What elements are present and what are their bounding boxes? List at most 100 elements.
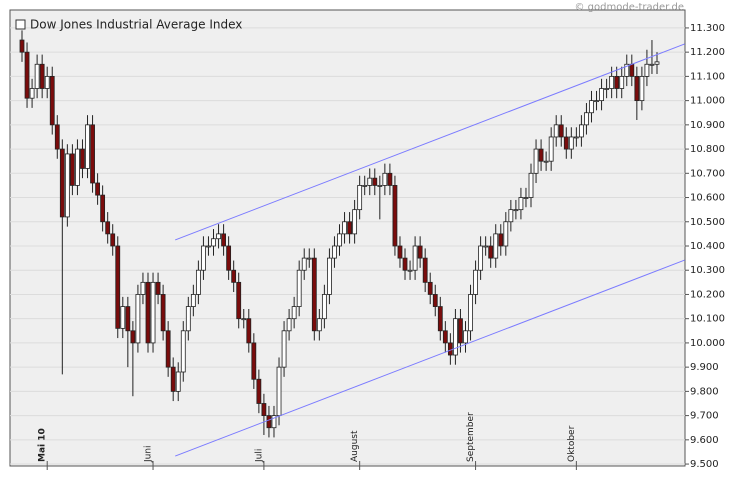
candle-body: [165, 330, 171, 368]
candle-body: [69, 153, 75, 186]
candle-body: [422, 257, 428, 283]
y-tick-label: 10.600: [690, 193, 725, 204]
candle-body: [306, 257, 312, 260]
y-tick-label: 10.000: [690, 338, 725, 349]
candle-body: [458, 318, 463, 344]
candle-body: [624, 63, 630, 77]
candle-body: [629, 63, 635, 77]
candle-body: [160, 294, 166, 332]
candle-body: [432, 294, 438, 307]
candle-body: [543, 160, 549, 163]
candle-body: [362, 185, 368, 187]
legend-label: Dow Jones Industrial Average Index: [30, 18, 242, 32]
candle-body: [256, 378, 262, 404]
candle-body: [377, 185, 383, 187]
candle-body: [382, 172, 388, 186]
candle-body: [553, 124, 559, 138]
candle-body: [85, 124, 90, 169]
candle-body: [654, 61, 660, 65]
candle-body: [49, 75, 55, 126]
y-tick-label: 9.800: [690, 386, 719, 397]
candle-body: [478, 245, 484, 271]
candle-body: [589, 100, 594, 114]
x-tick-label: Oktober: [567, 425, 577, 462]
x-tick-label: September: [466, 412, 476, 462]
source: © godmode-trader.de: [575, 2, 685, 13]
candle-body: [216, 233, 221, 240]
candle-body: [155, 281, 161, 295]
candle-body: [407, 269, 413, 272]
candle-body: [614, 75, 620, 89]
candle-body: [568, 136, 574, 150]
y-tick-label: 10.900: [690, 120, 725, 131]
candle-body: [64, 153, 70, 218]
candle-body: [533, 148, 539, 174]
candle-body: [291, 306, 297, 320]
y-tick-label: 9.700: [690, 411, 719, 422]
candle-body: [120, 306, 126, 329]
candle-body: [357, 185, 363, 211]
candle-body: [437, 306, 443, 332]
legend-swatch: [15, 19, 26, 30]
y-tick-label: 9.900: [690, 362, 719, 373]
candle-body: [29, 88, 35, 99]
candle-body: [639, 75, 645, 102]
candle-body: [221, 233, 226, 247]
candle-body: [39, 63, 45, 89]
x-tick-label: Juli: [254, 449, 264, 463]
candle-body: [24, 51, 30, 99]
candle-body: [392, 185, 398, 247]
candle-body: [337, 233, 342, 247]
candle-body: [372, 177, 378, 186]
candle-body: [59, 148, 65, 218]
x-tick-label: August: [350, 430, 360, 462]
candle-body: [347, 221, 352, 235]
candle-body: [513, 209, 519, 212]
candle-body: [170, 366, 176, 392]
candle-body: [397, 245, 403, 259]
candle-body: [619, 75, 625, 89]
candle-body: [644, 63, 650, 77]
candle-body: [95, 182, 100, 196]
candle-body: [498, 233, 504, 247]
candle-body: [301, 257, 307, 271]
y-tick-label: 11.300: [690, 23, 725, 34]
candle-body: [105, 221, 111, 235]
candle-body: [332, 245, 337, 259]
y-tick-label: 10.100: [690, 314, 725, 325]
trend-line: [175, 259, 685, 457]
candle-body: [110, 233, 116, 247]
candle-body: [609, 75, 615, 89]
candle-body: [80, 148, 85, 169]
candle-body: [584, 112, 589, 126]
y-tick-label: 11.000: [690, 96, 725, 107]
candle-body: [211, 238, 216, 247]
candle-body: [523, 197, 529, 199]
candle-body: [271, 415, 277, 429]
y-tick-label: 10.500: [690, 217, 725, 228]
candle-body: [417, 245, 423, 259]
candle-body: [276, 366, 282, 417]
candle-body: [90, 124, 95, 184]
candle-body: [447, 342, 453, 356]
y-tick-label: 10.800: [690, 144, 725, 155]
candle-body: [488, 245, 494, 259]
candle-body: [649, 63, 655, 66]
candle-body: [195, 269, 201, 295]
candle-body: [125, 306, 131, 332]
candle-body: [19, 39, 25, 53]
candle-body: [508, 209, 514, 223]
candle-body: [463, 330, 468, 344]
candle-body: [473, 269, 478, 295]
candle-body: [226, 245, 232, 271]
candle-body: [236, 281, 242, 320]
candle-body: [54, 124, 60, 150]
candle-body: [483, 245, 489, 248]
candle-body: [251, 342, 257, 380]
candle-body: [296, 269, 302, 307]
candle-body: [493, 233, 499, 259]
candle-body: [352, 209, 358, 235]
candle-body: [604, 88, 610, 90]
candle-body: [231, 269, 237, 283]
